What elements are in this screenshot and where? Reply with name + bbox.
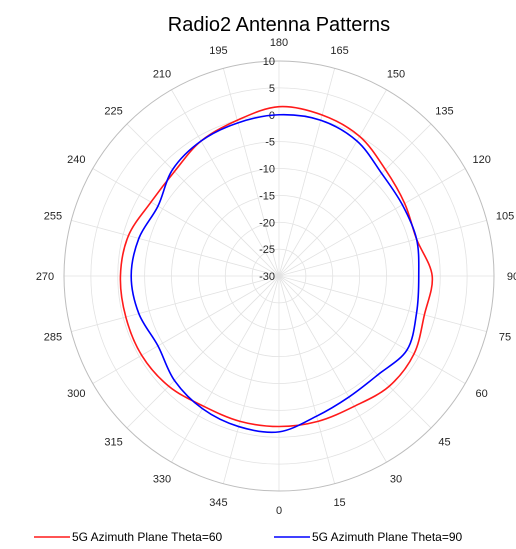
angle-tick-label: 15 <box>333 497 345 509</box>
radial-gridline <box>144 141 414 411</box>
angle-tick-label: 30 <box>390 474 402 486</box>
angle-tick-label: 285 <box>44 332 62 344</box>
radial-tick-label: -20 <box>259 217 275 229</box>
angle-tick-label: 60 <box>476 388 488 400</box>
radial-tick-label: -15 <box>259 190 275 202</box>
outer-ring <box>63 60 495 492</box>
radial-gridline <box>90 87 468 465</box>
legend: 5G Azimuth Plane Theta=60 5G Azimuth Plan… <box>34 530 463 544</box>
angle-tick-label: 255 <box>44 210 62 222</box>
angle-tick-label: 75 <box>499 332 511 344</box>
angle-tick-label: 90 <box>507 271 516 283</box>
radial-tick-label: -30 <box>259 271 275 283</box>
chart-title: Radio2 Antenna Patterns <box>168 14 390 36</box>
radial-gridline <box>171 168 387 384</box>
series-lines <box>119 105 434 434</box>
angle-tick-label: 225 <box>104 106 122 118</box>
angle-tick-label: 135 <box>435 106 453 118</box>
angle-tick-label: 270 <box>36 271 54 283</box>
angle-tick-label: 120 <box>472 154 490 166</box>
angle-tick-label: 165 <box>330 45 348 57</box>
series-line-2 <box>130 113 420 434</box>
polar-grid <box>63 60 495 492</box>
radial-tick-label: 10 <box>263 56 275 68</box>
angle-tick-label: 300 <box>67 388 85 400</box>
radial-gridline <box>224 221 334 331</box>
angle-tick-label: 105 <box>496 210 514 222</box>
radial-tick-label: -10 <box>259 164 275 176</box>
series-line-1 <box>119 105 434 428</box>
radial-tick-label: 5 <box>269 83 275 95</box>
radial-gridline <box>251 248 307 304</box>
angle-tick-label: 0 <box>276 505 282 517</box>
angle-tick-label: 330 <box>153 474 171 486</box>
radial-tick-label: -5 <box>265 137 275 149</box>
angle-tick-label: 210 <box>153 68 171 80</box>
angle-tick-label: 195 <box>209 45 227 57</box>
angle-tick-label: 315 <box>104 436 122 448</box>
angle-tick-label: 345 <box>209 497 227 509</box>
legend-label-2: 5G Azimuth Plane Theta=90 <box>312 530 463 544</box>
radial-gridline <box>197 194 361 358</box>
angle-tick-label: 240 <box>67 154 85 166</box>
angle-tick-label: 45 <box>438 436 450 448</box>
angle-tick-label: 180 <box>270 37 288 49</box>
radial-tick-label: -25 <box>259 244 275 256</box>
angle-tick-label: 150 <box>387 68 405 80</box>
angle-tick-labels: 0153045607590105120135150165180195210225… <box>36 37 516 517</box>
legend-label-1: 5G Azimuth Plane Theta=60 <box>72 530 223 544</box>
